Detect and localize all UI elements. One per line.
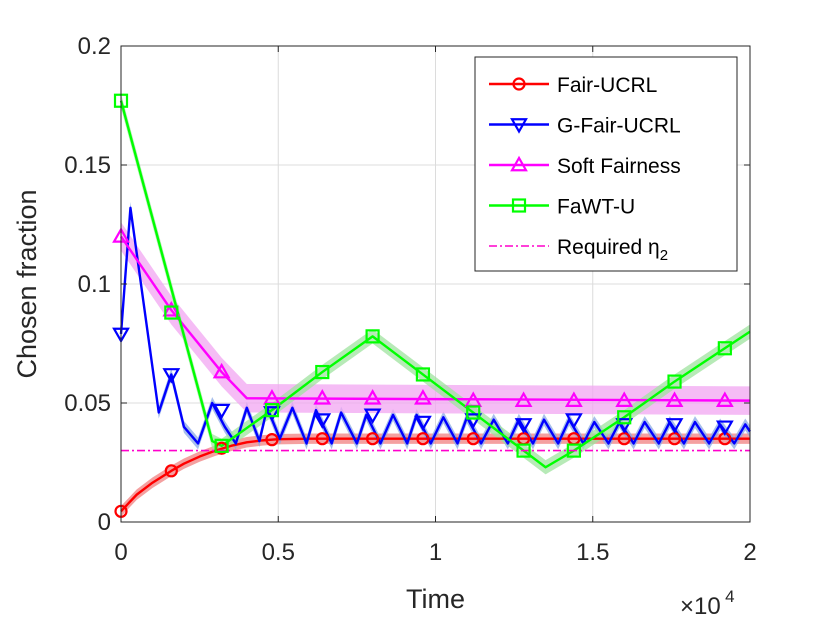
y-tick-label: 0.05 [64, 390, 111, 417]
series-markers [112, 93, 734, 518]
legend-marker-g-fair-ucrl [510, 118, 528, 134]
marker-fair-ucrl [466, 432, 480, 446]
x-tick-label: 1 [429, 539, 442, 566]
marker-g-fair-ucrl [715, 420, 734, 437]
legend-marker-soft-fairness [510, 155, 528, 172]
band-soft-fairness [121, 222, 750, 415]
marker-soft-fairness [665, 391, 684, 407]
marker-g-fair-ucrl [313, 413, 332, 429]
marker-fair-ucrl [366, 432, 380, 446]
marker-soft-fairness [363, 389, 382, 405]
y-tick-label: 0.15 [64, 152, 111, 179]
x-axis-label: Time [406, 584, 465, 614]
marker-fawt-u [164, 305, 179, 320]
marker-soft-fairness [564, 391, 583, 407]
marker-g-fair-ucrl [363, 408, 382, 425]
marker-fair-ucrl [416, 432, 430, 446]
y-axis-label: Chosen fraction [12, 189, 42, 378]
marker-fair-ucrl [315, 432, 329, 446]
x-axis-exponent: ×10 4 [680, 587, 735, 620]
marker-g-fair-ucrl [212, 403, 231, 420]
marker-soft-fairness [514, 391, 533, 407]
marker-fawt-u [315, 364, 330, 380]
marker-fair-ucrl [164, 464, 178, 478]
y-tick-label: 0 [98, 509, 111, 536]
series-lines [119, 100, 752, 513]
marker-g-fair-ucrl [665, 418, 684, 434]
marker-fawt-u [516, 443, 531, 458]
y-tick-label: 0.2 [78, 33, 111, 60]
marker-g-fair-ucrl [263, 406, 281, 422]
marker-soft-fairness [414, 389, 432, 405]
line-fawt-u [119, 100, 751, 469]
x-tick-label: 2 [743, 539, 756, 566]
marker-soft-fairness [615, 391, 634, 407]
marker-fawt-u [466, 405, 481, 420]
marker-fair-ucrl [265, 433, 279, 447]
marker-g-fair-ucrl [464, 413, 483, 429]
marker-fawt-u [365, 329, 380, 344]
marker-soft-fairness [162, 300, 181, 317]
tick-labels: 0 0.5 1 1.5 2 0 0.05 0.1 0.15 0.2 [64, 33, 756, 566]
y-tick-label: 0.1 [78, 271, 111, 298]
marker-g-fair-ucrl [514, 418, 533, 434]
marker-fawt-u [566, 443, 581, 458]
marker-fawt-u [264, 403, 280, 418]
axis-ticks [120, 45, 751, 523]
marker-g-fair-ucrl [615, 418, 634, 434]
legend-label-fawt-u: FaWT-U [557, 196, 635, 219]
legend: Fair-UCRL G-Fair-UCRL Soft Fairness FaWT-U R… [474, 56, 738, 272]
marker-g-fair-ucrl [414, 415, 432, 432]
marker-fawt-u [617, 410, 632, 425]
legend-label-fair-ucrl: Fair-UCRL [557, 74, 657, 97]
marker-g-fair-ucrl [564, 413, 583, 429]
legend-label-soft-fairness: Soft Fairness [557, 155, 681, 178]
marker-fawt-u [717, 341, 732, 356]
x-tick-label: 0 [114, 539, 127, 566]
x-axis-exponent-base: ×10 [680, 593, 721, 620]
marker-g-fair-ucrl [162, 368, 181, 384]
line-soft-fairness [120, 235, 751, 402]
x-axis-exponent-power: 4 [725, 587, 734, 606]
marker-soft-fairness [212, 362, 231, 379]
legend-marker-fair-ucrl [512, 77, 526, 91]
legend-marker-fawt-u [511, 198, 527, 213]
marker-fawt-u [214, 438, 229, 453]
x-tick-label: 0.5 [262, 539, 295, 566]
marker-soft-fairness [715, 391, 734, 407]
marker-fawt-u [667, 374, 682, 389]
legend-label-g-fair-ucrl: G-Fair-UCRL [557, 115, 681, 138]
line-g-fair-ucrl [119, 206, 752, 445]
marker-fawt-u [415, 367, 431, 382]
x-tick-label: 1.5 [576, 539, 609, 566]
legend-label-required: Required η2 [557, 236, 668, 264]
marker-soft-fairness [313, 389, 332, 405]
